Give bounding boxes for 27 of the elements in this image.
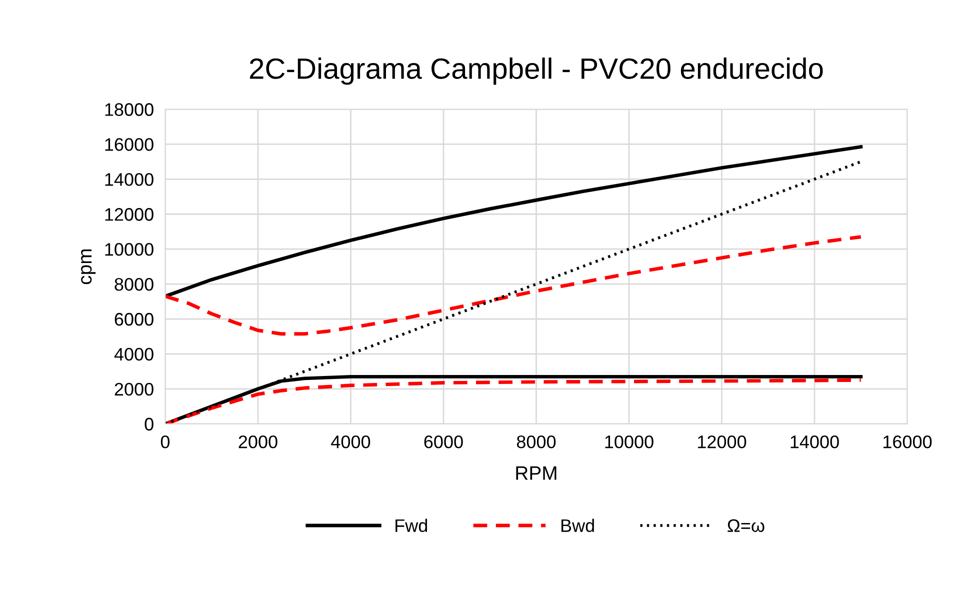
x-tick-label: 8000 xyxy=(516,435,556,448)
y-tick-label: 10000 xyxy=(105,243,154,256)
y-tick-label: 4000 xyxy=(114,348,154,361)
y-axis-title: cpm xyxy=(81,249,96,284)
legend-label: Bwd xyxy=(561,518,594,532)
y-tick-label: 0 xyxy=(144,418,154,431)
y-tick-label: 2000 xyxy=(114,382,154,396)
y-tick-label: 8000 xyxy=(114,278,154,291)
y-tick-label: 6000 xyxy=(114,312,154,326)
x-tick-label: 16000 xyxy=(884,435,932,448)
y-tick-label: 12000 xyxy=(105,208,154,221)
legend-label: Fwd xyxy=(396,518,428,532)
line-series xyxy=(165,145,863,298)
chart-title: 2C-Diagrama Campbell - PVC20 endurecido xyxy=(250,58,823,85)
x-axis-title: RPM xyxy=(516,466,556,480)
legend-label: Ω=ω xyxy=(728,519,764,532)
y-tick-label: 14000 xyxy=(105,173,154,186)
x-tick-label: 0 xyxy=(160,435,170,448)
y-tick-label: 16000 xyxy=(105,138,154,151)
x-tick-label: 10000 xyxy=(605,435,654,448)
x-tick-label: 12000 xyxy=(698,435,746,448)
x-tick-label: 6000 xyxy=(424,435,463,448)
line-series xyxy=(165,235,863,336)
x-tick-label: 4000 xyxy=(331,435,370,448)
y-tick-label: 18000 xyxy=(105,103,154,116)
x-tick-label: 14000 xyxy=(790,435,839,448)
x-tick-label: 2000 xyxy=(238,435,278,448)
